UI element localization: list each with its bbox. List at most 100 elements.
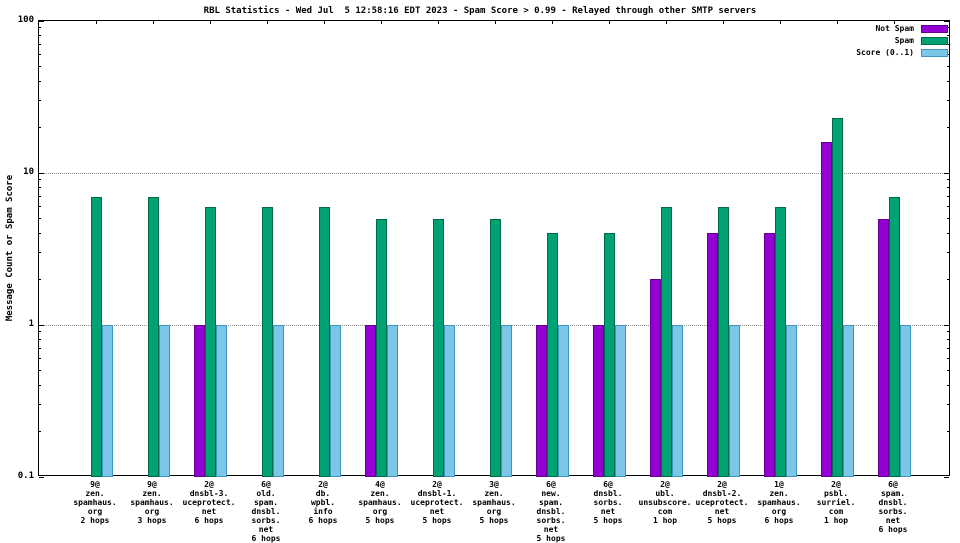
x-category-label: 6@ spam. dnsbl. sorbs. net 6 hops xyxy=(878,480,908,534)
x-category-label: 6@ dnsbl. sorbs. net 5 hops xyxy=(593,480,623,525)
bar-not-spam-group-9 xyxy=(535,325,547,477)
y-minor-tick xyxy=(947,331,949,333)
y-minor-tick xyxy=(947,99,949,101)
y-minor-tick xyxy=(39,187,41,189)
y-minor-tick xyxy=(947,44,949,46)
y-tick-label: 0.1 xyxy=(17,470,34,481)
bar-score-group-11 xyxy=(671,325,683,477)
y-minor-tick xyxy=(947,358,949,360)
x-tick xyxy=(494,21,496,24)
bar-spam-group-2 xyxy=(147,196,159,477)
x-tick xyxy=(266,21,268,24)
bar-score-group-1 xyxy=(101,325,113,477)
bar-spam-group-4 xyxy=(261,206,273,477)
y-minor-tick xyxy=(39,339,41,341)
x-category-label: 2@ dnsbl-3. uceprotect. net 6 hops xyxy=(182,480,236,525)
y-minor-tick xyxy=(947,251,949,253)
x-category-label: 3@ zen. spamhaus. org 5 hops xyxy=(472,480,516,525)
x-category-label: 2@ dnsbl-2. uceprotect. net 5 hops xyxy=(695,480,749,525)
x-tick xyxy=(551,21,553,24)
x-category-label: 2@ psbl. surriel. com 1 hop xyxy=(816,480,856,525)
y-tick-label: 10 xyxy=(23,166,34,177)
bar-spam-group-10 xyxy=(603,233,615,477)
bar-score-group-14 xyxy=(842,325,854,477)
y-minor-tick xyxy=(947,54,949,56)
bar-not-spam-group-12 xyxy=(706,233,718,477)
y-minor-tick xyxy=(39,80,41,82)
legend-label-spam: Spam xyxy=(894,36,914,45)
y-minor-tick xyxy=(947,66,949,68)
bar-not-spam-group-14 xyxy=(820,141,832,477)
bar-spam-group-11 xyxy=(660,206,672,477)
y-minor-tick xyxy=(39,251,41,253)
y-minor-tick xyxy=(39,331,41,333)
y-major-tick xyxy=(944,20,949,22)
bar-score-group-15 xyxy=(899,325,911,477)
x-tick xyxy=(437,21,439,24)
bar-spam-group-14 xyxy=(831,118,843,477)
bar-score-group-10 xyxy=(614,325,626,477)
y-minor-tick xyxy=(947,35,949,37)
legend-entry-spam: Spam xyxy=(856,35,948,47)
y-minor-tick xyxy=(947,196,949,198)
y-minor-tick xyxy=(39,206,41,208)
y-minor-tick xyxy=(947,27,949,29)
legend-entry-score: Score (0..1) xyxy=(856,47,948,59)
y-minor-tick xyxy=(39,126,41,128)
y-minor-tick xyxy=(39,99,41,101)
bar-score-group-13 xyxy=(785,325,797,477)
bar-spam-group-1 xyxy=(90,196,102,477)
y-minor-tick xyxy=(39,232,41,234)
bar-score-group-3 xyxy=(215,325,227,477)
y-minor-tick xyxy=(947,278,949,280)
y-major-tick xyxy=(944,476,949,478)
y-minor-tick xyxy=(39,358,41,360)
bar-not-spam-group-10 xyxy=(592,325,604,477)
y-minor-tick xyxy=(39,196,41,198)
bar-not-spam-group-15 xyxy=(877,218,889,477)
chart-title: RBL Statistics - Wed Jul 5 12:58:16 EDT … xyxy=(203,6,757,16)
x-tick xyxy=(323,21,325,24)
x-category-label: 4@ zen. spamhaus. org 5 hops xyxy=(358,480,402,525)
y-minor-tick xyxy=(947,206,949,208)
y-minor-tick xyxy=(39,278,41,280)
y-minor-tick xyxy=(39,44,41,46)
x-category-label: 6@ new. spam. dnsbl. sorbs. net 5 hops xyxy=(536,480,566,543)
bar-spam-group-3 xyxy=(204,206,216,477)
legend-label-not-spam: Not Spam xyxy=(875,24,914,33)
bar-spam-group-13 xyxy=(774,206,786,477)
y-minor-tick xyxy=(39,179,41,181)
y-minor-tick xyxy=(947,187,949,189)
bar-score-group-5 xyxy=(329,325,341,477)
x-tick xyxy=(380,21,382,24)
bar-score-group-4 xyxy=(272,325,284,477)
x-tick xyxy=(836,21,838,24)
bar-not-spam-group-3 xyxy=(193,325,205,477)
legend-swatch-score xyxy=(921,49,948,57)
x-category-label: 2@ dnsbl-1. uceprotect. net 5 hops xyxy=(410,480,464,525)
gridline xyxy=(39,173,949,174)
y-minor-tick xyxy=(39,35,41,37)
legend: Not Spam Spam Score (0..1) xyxy=(856,23,948,59)
legend-swatch-not-spam xyxy=(921,25,948,33)
y-minor-tick xyxy=(39,66,41,68)
y-minor-tick xyxy=(947,430,949,432)
y-tick-label: 100 xyxy=(17,14,34,25)
legend-swatch-spam xyxy=(921,37,948,45)
x-tick xyxy=(893,21,895,24)
bar-spam-group-15 xyxy=(888,196,900,477)
x-category-label: 2@ db. wpbl. info 6 hops xyxy=(308,480,338,525)
y-minor-tick xyxy=(39,54,41,56)
bar-not-spam-group-13 xyxy=(763,233,775,477)
y-minor-tick xyxy=(947,80,949,82)
y-major-tick xyxy=(39,476,44,478)
bar-score-group-9 xyxy=(557,325,569,477)
x-tick xyxy=(665,21,667,24)
bar-not-spam-group-6 xyxy=(364,325,376,477)
bar-score-group-7 xyxy=(443,325,455,477)
legend-label-score: Score (0..1) xyxy=(856,48,914,57)
bar-score-group-12 xyxy=(728,325,740,477)
y-minor-tick xyxy=(39,218,41,220)
y-minor-tick xyxy=(947,403,949,405)
y-minor-tick xyxy=(947,218,949,220)
